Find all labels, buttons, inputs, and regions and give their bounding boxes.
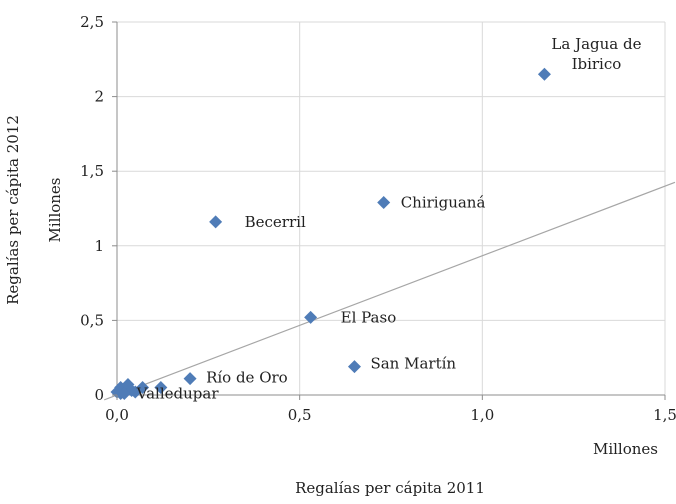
x-tick-label: 1,5: [653, 406, 676, 424]
data-point-label: Becerril: [245, 213, 306, 231]
data-point-label-line: Chiriguaná: [401, 194, 486, 212]
y-tick-label: 1,5: [80, 162, 104, 180]
reference-line: [103, 181, 676, 401]
data-point-label-line: Valledupar: [136, 385, 220, 403]
data-point-marker: [347, 360, 361, 374]
data-point-marker: [209, 215, 223, 229]
data-point-marker: [304, 310, 318, 324]
x-axis-title: Regalías per cápita 2011: [295, 479, 485, 497]
x-tick-label: 0,0: [105, 406, 129, 424]
data-point-label: Río de Oro: [206, 369, 288, 387]
y-axis-unit: Millones: [46, 177, 64, 242]
x-tick-label: 1,0: [470, 406, 494, 424]
data-point-marker: [537, 67, 551, 81]
y-tick-label: 2,5: [80, 13, 104, 31]
data-points: [110, 67, 551, 401]
data-point-label-line: Becerril: [245, 213, 306, 231]
data-point-label-line: Ibirico: [572, 55, 622, 73]
data-labels: La Jagua de Ibirico Chiriguaná Becerril El P…: [136, 35, 642, 402]
data-point-label: Chiriguaná: [401, 194, 486, 212]
y-axis-title: Regalías per cápita 2012: [4, 115, 22, 305]
grid: [117, 21, 666, 395]
data-point-label: Valledupar: [136, 385, 220, 403]
data-point-marker: [154, 381, 168, 395]
data-point-label-line: El Paso: [341, 308, 397, 326]
data-point-label-line: San Martín: [370, 355, 456, 373]
data-point-marker: [128, 385, 142, 399]
axes: [112, 22, 665, 400]
x-tick-label: 0,5: [288, 406, 312, 424]
tick-labels: 0 0,5 1 1,5 2 2,5 0,0 0,5 1,0 1,5: [80, 13, 676, 424]
data-point-marker: [377, 196, 391, 210]
data-point-label: San Martín: [370, 355, 456, 373]
y-tick-label: 0: [94, 386, 104, 404]
x-axis-unit: Millones: [593, 440, 658, 458]
data-point-label-line: La Jagua de: [551, 35, 641, 53]
y-tick-label: 0,5: [80, 311, 104, 329]
data-point-marker: [183, 372, 197, 386]
y-tick-label: 2: [94, 88, 104, 106]
data-point-label-line: Río de Oro: [206, 369, 288, 387]
y-tick-label: 1: [94, 237, 104, 255]
data-point-label: El Paso: [341, 308, 397, 326]
data-point-label: La Jagua de Ibirico: [551, 35, 641, 73]
reference-line-layer: [103, 181, 676, 401]
